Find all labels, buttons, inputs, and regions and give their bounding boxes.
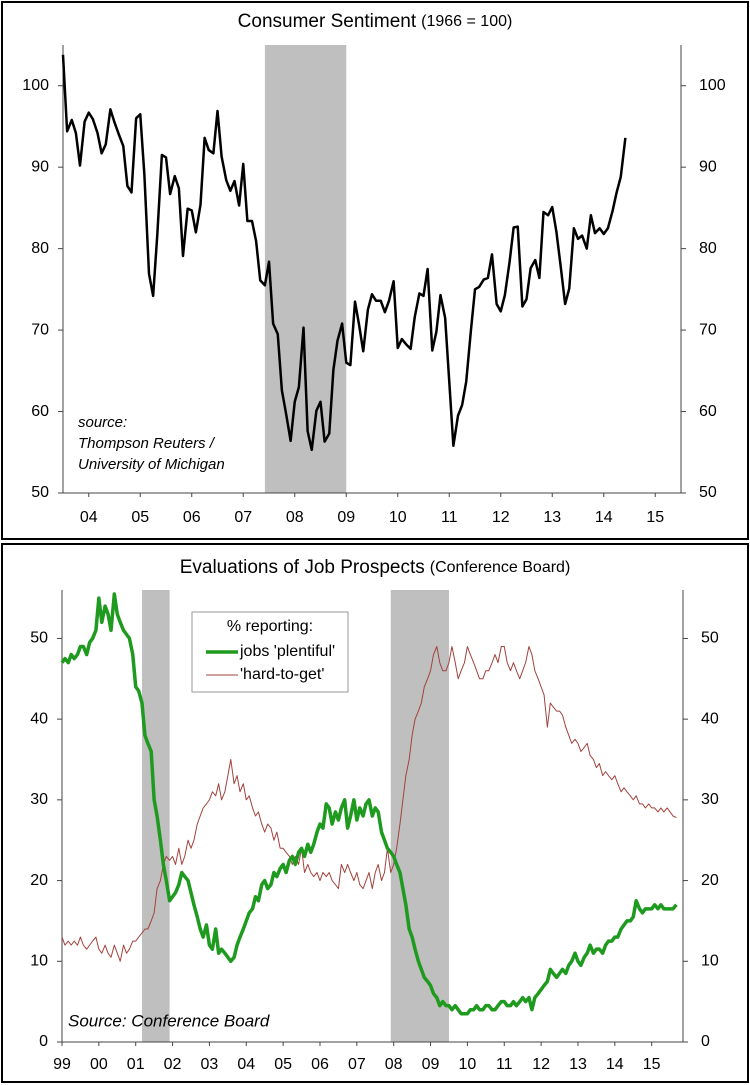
x-tick-label: 00 — [90, 1056, 108, 1073]
y-tick-label-left: 0 — [39, 1033, 48, 1050]
recession-shade — [264, 45, 347, 493]
x-tick-label: 12 — [532, 1056, 550, 1073]
y-tick-label-right: 10 — [701, 953, 719, 970]
y-tick-label-left: 20 — [30, 872, 48, 889]
y-tick-label-left: 100 — [22, 77, 49, 94]
y-tick-label-right: 40 — [701, 710, 719, 727]
y-tick-label-left: 50 — [31, 484, 49, 501]
title-main: Evaluations of Job Prospects — [180, 557, 425, 578]
legend-label: jobs 'plentiful' — [239, 643, 335, 660]
data-line — [60, 592, 678, 1016]
y-tick-label-left: 30 — [30, 791, 48, 808]
data-line — [61, 54, 627, 452]
source-note: source: — [78, 414, 127, 431]
chart-title: Evaluations of Job Prospects (Conference … — [180, 557, 571, 578]
x-tick-label: 03 — [201, 1056, 219, 1073]
x-tick-label: 04 — [80, 509, 98, 526]
y-tick-label-right: 30 — [701, 791, 719, 808]
x-tick-label: 08 — [385, 1056, 403, 1073]
y-tick-label-left: 40 — [30, 710, 48, 727]
y-tick-label-right: 90 — [699, 158, 717, 175]
y-tick-label-left: 80 — [31, 240, 49, 257]
x-tick-label: 12 — [492, 509, 510, 526]
y-tick-label-left: 50 — [30, 630, 48, 647]
x-tick-label: 13 — [543, 509, 561, 526]
source-note: Thompson Reuters / — [78, 435, 216, 452]
y-tick-label-left: 10 — [30, 953, 48, 970]
x-tick-label: 05 — [131, 509, 149, 526]
x-tick-label: 11 — [441, 509, 458, 526]
y-tick-label-right: 50 — [701, 630, 719, 647]
y-tick-label-left: 60 — [31, 403, 49, 420]
y-tick-label-right: 100 — [699, 77, 726, 94]
x-tick-label: 04 — [237, 1056, 255, 1073]
y-tick-label-right: 0 — [701, 1033, 710, 1050]
x-tick-label: 07 — [234, 509, 252, 526]
y-tick-label-right: 60 — [699, 403, 717, 420]
x-tick-label: 15 — [646, 509, 664, 526]
x-tick-label: 06 — [311, 1056, 329, 1073]
legend-label: 'hard-to-get' — [240, 666, 324, 683]
y-tick-label-right: 80 — [699, 240, 717, 257]
x-tick-label: 14 — [595, 509, 613, 526]
legend-title: % reporting: — [227, 618, 313, 635]
x-tick-label: 01 — [127, 1056, 145, 1073]
y-tick-label-left: 90 — [31, 158, 49, 175]
top-panel-frame — [1, 1, 749, 540]
title-sub: (1966 = 100) — [421, 13, 512, 30]
y-tick-label-right: 20 — [701, 872, 719, 889]
y-tick-label-right: 50 — [699, 484, 717, 501]
source-note: Source: Conference Board — [68, 1011, 270, 1030]
x-tick-label: 02 — [164, 1056, 182, 1073]
source-note: University of Michigan — [78, 456, 225, 473]
x-tick-label: 14 — [606, 1056, 624, 1073]
chart-layer: Consumer Sentiment (1966 = 100) 50 50 60 60 70… — [22, 11, 726, 1073]
x-tick-label: 10 — [459, 1056, 477, 1073]
x-tick-label: 15 — [643, 1056, 661, 1073]
x-tick-label: 99 — [53, 1056, 71, 1073]
x-tick-label: 13 — [569, 1056, 587, 1073]
x-tick-label: 09 — [422, 1056, 440, 1073]
y-tick-label-right: 70 — [699, 321, 717, 338]
x-tick-label: 06 — [183, 509, 201, 526]
title-sub: (Conference Board) — [430, 559, 571, 576]
title-main: Consumer Sentiment — [238, 11, 417, 32]
x-tick-label: 08 — [286, 509, 304, 526]
x-tick-label: 09 — [337, 509, 355, 526]
x-tick-label: 11 — [496, 1056, 513, 1073]
chart-title: Consumer Sentiment (1966 = 100) — [238, 11, 513, 32]
y-tick-label-left: 70 — [31, 321, 49, 338]
x-tick-label: 10 — [389, 509, 407, 526]
recession-shade — [390, 590, 449, 1042]
x-tick-label: 05 — [274, 1056, 292, 1073]
x-tick-label: 07 — [348, 1056, 366, 1073]
